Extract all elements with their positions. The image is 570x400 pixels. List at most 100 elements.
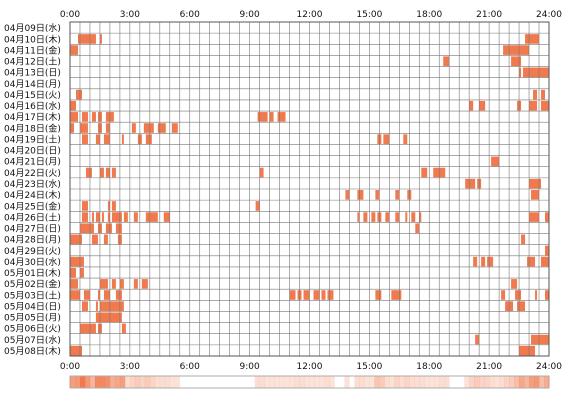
x-tick-label-top: 0:00 bbox=[60, 10, 80, 20]
summary-cell bbox=[344, 376, 350, 388]
top-axis-ticks: 0:00 3:00 6:00 9:00 12:00 15:00 18:00 21:00 24:0… bbox=[60, 10, 562, 20]
activity-bar bbox=[145, 212, 158, 222]
summary-cell bbox=[444, 376, 450, 388]
activity-bar bbox=[79, 323, 96, 334]
summary-cell bbox=[384, 376, 390, 388]
activity-bar bbox=[269, 112, 274, 122]
activity-bar bbox=[97, 290, 100, 300]
row-label: 04月22日(火) bbox=[4, 168, 61, 179]
activity-bar bbox=[405, 212, 408, 222]
summary-cell bbox=[124, 376, 131, 388]
activity-bar bbox=[91, 112, 96, 122]
summary-cell bbox=[284, 376, 290, 388]
summary-cell bbox=[394, 376, 400, 388]
activity-bar bbox=[95, 312, 122, 323]
activity-bar bbox=[469, 100, 474, 111]
activity-bar bbox=[70, 112, 78, 122]
summary-cell bbox=[519, 376, 525, 388]
summary-cell bbox=[379, 376, 385, 388]
summary-cell bbox=[299, 376, 305, 388]
activity-bar bbox=[81, 301, 88, 311]
activity-bar bbox=[503, 45, 530, 55]
activity-bar bbox=[511, 56, 522, 67]
activity-bar bbox=[363, 212, 368, 222]
x-tick-label-top: 12:00 bbox=[297, 10, 323, 20]
activity-bar bbox=[111, 167, 116, 178]
activity-bar bbox=[75, 89, 82, 100]
summary-cell bbox=[304, 376, 310, 388]
activity-bar bbox=[121, 134, 124, 144]
activity-bar bbox=[95, 301, 98, 311]
summary-cell bbox=[439, 376, 445, 388]
summary-cell bbox=[374, 376, 380, 388]
activity-bar bbox=[313, 290, 320, 300]
summary-cell bbox=[94, 376, 101, 388]
row-labels: 04月09日(水)04月10日(木)04月11日(金)04月12日(土)04月1… bbox=[4, 22, 61, 357]
activity-bar bbox=[119, 279, 124, 289]
x-tick-label-bottom: 15:00 bbox=[356, 362, 382, 372]
row-label: 05月05日(月) bbox=[4, 313, 61, 324]
activity-bar bbox=[529, 100, 538, 111]
activity-bar bbox=[545, 212, 549, 222]
activity-bar bbox=[111, 201, 116, 211]
activity-bar bbox=[345, 190, 350, 200]
summary-cell bbox=[279, 376, 285, 388]
activity-bar bbox=[419, 212, 422, 222]
summary-cell bbox=[369, 376, 375, 388]
activity-bar bbox=[99, 167, 104, 178]
activity-bar bbox=[481, 256, 486, 267]
activity-bar bbox=[479, 100, 486, 111]
row-label: 04月26日(土) bbox=[4, 211, 61, 223]
activity-bar bbox=[277, 112, 286, 122]
activity-bar bbox=[99, 279, 108, 289]
activity-bar bbox=[527, 256, 536, 267]
activity-bar bbox=[111, 279, 116, 289]
row-label: 04月11日(金) bbox=[4, 44, 61, 56]
summary-cell bbox=[494, 376, 500, 388]
row-label: 04月15日(火) bbox=[4, 90, 61, 101]
activity-bar bbox=[519, 345, 536, 356]
x-tick-label-top: 18:00 bbox=[416, 10, 442, 20]
summary-cell bbox=[534, 376, 540, 388]
activity-bar bbox=[103, 134, 110, 144]
summary-cell bbox=[309, 376, 315, 388]
activity-bar bbox=[95, 212, 100, 222]
summary-cell bbox=[174, 376, 181, 388]
activity-bar bbox=[523, 67, 549, 78]
activity-bar bbox=[103, 234, 108, 245]
summary-cell bbox=[399, 376, 405, 388]
activity-bar bbox=[545, 245, 549, 256]
activity-bar bbox=[541, 256, 549, 267]
activity-bar bbox=[107, 201, 110, 211]
summary-cell bbox=[429, 376, 435, 388]
activity-bar bbox=[133, 279, 138, 289]
activity-bar bbox=[81, 112, 88, 122]
activity-bar bbox=[541, 89, 546, 100]
summary-cell bbox=[424, 376, 430, 388]
row-label: 05月03日(土) bbox=[4, 289, 61, 301]
summary-strip bbox=[69, 375, 550, 389]
activity-bar bbox=[385, 212, 390, 222]
row-label: 04月17日(木) bbox=[4, 111, 61, 123]
activity-bar bbox=[103, 290, 110, 300]
activity-bar bbox=[395, 212, 400, 222]
activity-bar bbox=[545, 290, 549, 300]
row-label: 04月20日(日) bbox=[4, 146, 61, 157]
activity-bar bbox=[115, 223, 122, 234]
summary-cell bbox=[164, 376, 171, 388]
summary-cell bbox=[89, 376, 96, 388]
row-label: 04月28日(月) bbox=[4, 235, 61, 246]
activity-bar bbox=[529, 178, 542, 189]
summary-cell bbox=[524, 376, 530, 388]
grid bbox=[69, 21, 550, 357]
summary-cell bbox=[84, 376, 91, 388]
activity-bar bbox=[133, 212, 138, 222]
activity-bar bbox=[321, 290, 326, 300]
summary-cell bbox=[254, 376, 260, 388]
summary-cell bbox=[484, 376, 490, 388]
summary-cell bbox=[389, 376, 395, 388]
summary-cell bbox=[149, 376, 156, 388]
activity-bar bbox=[105, 223, 112, 234]
activity-bar bbox=[70, 256, 84, 267]
